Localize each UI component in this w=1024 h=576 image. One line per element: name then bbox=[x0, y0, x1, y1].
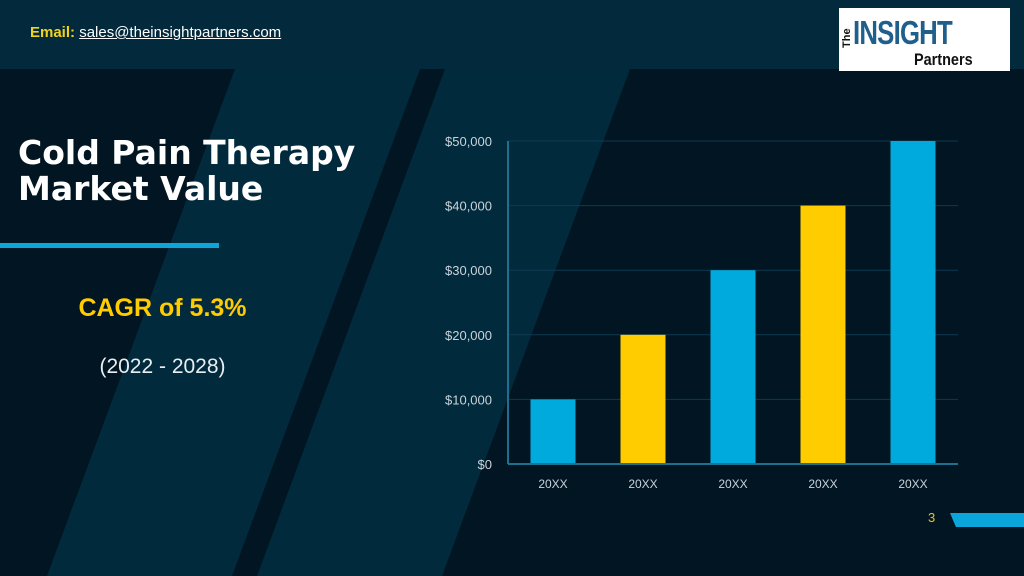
bar bbox=[530, 399, 576, 464]
page-number: 3 bbox=[928, 510, 936, 525]
forecast-period: (2022 - 2028) bbox=[99, 355, 226, 378]
y-tick-label: $40,000 bbox=[445, 199, 492, 214]
bar bbox=[710, 270, 756, 464]
x-tick-label: 20XX bbox=[898, 477, 927, 491]
bar bbox=[890, 141, 936, 464]
email-contact: Email: sales@theinsightpartners.com bbox=[30, 24, 281, 41]
stripe bbox=[47, 69, 420, 576]
page-tab-accent bbox=[950, 513, 1024, 527]
x-tick-label: 20XX bbox=[538, 477, 567, 491]
title-line-2: Market Value bbox=[18, 169, 264, 208]
title-underline bbox=[0, 243, 219, 248]
y-tick-label: $50,000 bbox=[445, 134, 492, 149]
y-tick-label: $0 bbox=[478, 457, 492, 472]
title-line-1: Cold Pain Therapy bbox=[18, 133, 356, 172]
bar bbox=[620, 334, 666, 464]
slide-title: Cold Pain Therapy Market Value bbox=[18, 135, 355, 207]
logo-insight: INSIGHT bbox=[853, 14, 953, 51]
cagr-value: CAGR of 5.3% bbox=[78, 294, 247, 322]
x-tick-label: 20XX bbox=[628, 477, 657, 491]
email-link[interactable]: sales@theinsightpartners.com bbox=[79, 24, 282, 41]
x-tick-label: 20XX bbox=[808, 477, 837, 491]
y-tick-label: $10,000 bbox=[445, 392, 492, 407]
email-label: Email: bbox=[30, 24, 76, 41]
stripe bbox=[257, 69, 630, 576]
insight-partners-logo: The INSIGHT Partners bbox=[839, 8, 1010, 71]
y-tick-label: $30,000 bbox=[445, 263, 492, 278]
logo-partners: Partners bbox=[914, 50, 973, 69]
bar bbox=[800, 205, 846, 464]
y-tick-label: $20,000 bbox=[445, 328, 492, 343]
x-tick-label: 20XX bbox=[718, 477, 747, 491]
